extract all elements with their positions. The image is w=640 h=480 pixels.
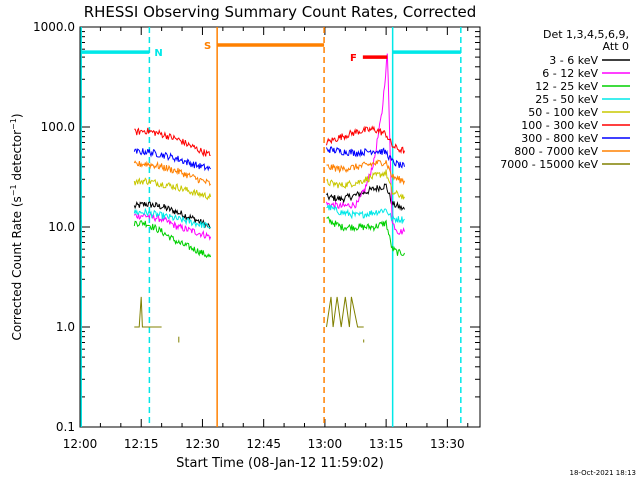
legend-label: 50 - 100 keV [528,106,598,119]
plot-frame [79,26,481,428]
night-bar-1-label: N [154,48,162,59]
y-tick-label: 1000.0 [33,20,75,34]
x-tick-label: 12:45 [246,437,281,451]
series-25-50-kev-segment-1 [133,207,211,229]
y-axis-label: Corrected Count Rate (s−1 detector−1) [9,113,24,340]
series-7000-15000-kev-segment-1 [134,296,162,328]
legend-label: 300 - 800 keV [521,132,598,145]
y-axis-label-main: Corrected Count Rate (s [10,196,24,340]
x-tick-label: 12:30 [185,437,220,451]
legend-label: 100 - 300 keV [521,119,598,132]
series-25-50-kev-segment-2 [326,204,405,225]
chart-title: RHESSI Observing Summary Count Rates, Co… [84,3,477,21]
x-tick-label: 13:15 [369,437,404,451]
series-800-7000-kev-segment-1 [133,160,212,187]
series-50-100-kev-segment-1 [133,177,212,201]
time-markers [80,27,462,427]
legend-label: 12 - 25 keV [535,80,598,93]
y-axis-label-sup1: −1 [9,184,18,196]
legend-label: 3 - 6 keV [549,54,598,67]
legend-label: 800 - 7000 keV [514,145,598,158]
series-6-12-kev-segment-1 [133,212,212,241]
y-axis-label-sup2: −1 [9,118,18,130]
saa-bar-label: S [204,41,211,52]
legend-label: 7000 - 15000 keV [500,158,598,171]
series-300-800-kev-segment-2 [326,146,405,169]
series-7000-15000-kev-segment-3 [326,296,364,328]
y-axis-label-mid: detector [10,130,24,185]
y-tick-label: 1.0 [56,320,75,334]
x-axis-label: Start Time (08-Jan-12 11:59:02) [176,456,384,471]
series-3-6-kev-segment-2 [326,183,405,212]
series-layer [133,53,405,343]
x-tick-label: 12:00 [63,437,98,451]
series-100-300-kev-segment-1 [134,127,211,158]
y-tick-label: 10.0 [48,220,75,234]
series-300-800-kev-segment-1 [133,148,212,172]
x-tick-labels: 12:00 12:15 12:30 12:45 13:00 13:15 13:30 [63,437,465,451]
y-tick-labels: 0.1 1.0 10.0 100.0 1000.0 [33,20,75,434]
series-50-100-kev-segment-2 [326,169,405,201]
series-800-7000-kev-segment-2 [326,159,405,186]
series-12-25-kev-segment-2 [326,216,405,256]
axis-ticks [79,26,480,428]
flag-bars: N S F [81,41,461,64]
legend-header-line-1: Det 1,3,4,5,6,9, [543,28,629,41]
series-3-6-kev-segment-1 [133,201,212,230]
series-12-25-kev-segment-1 [133,219,212,259]
timestamp: 18-Oct-2021 18:13 [570,469,636,477]
flare-bar-label: F [350,53,357,64]
series-100-300-kev-segment-2 [326,125,405,154]
y-tick-label: 100.0 [41,120,75,134]
plot-area [79,26,481,428]
legend-label: 6 - 12 keV [542,67,598,80]
x-tick-label: 13:00 [308,437,343,451]
x-tick-label: 13:30 [430,437,465,451]
legend-header-line-2: Att 0 [603,40,629,53]
legend-label: 25 - 50 keV [535,93,598,106]
series-6-12-kev-segment-2 [326,53,405,235]
y-axis-label-end: ) [10,113,24,118]
y-tick-label: 0.1 [56,420,75,434]
x-tick-label: 12:15 [124,437,159,451]
